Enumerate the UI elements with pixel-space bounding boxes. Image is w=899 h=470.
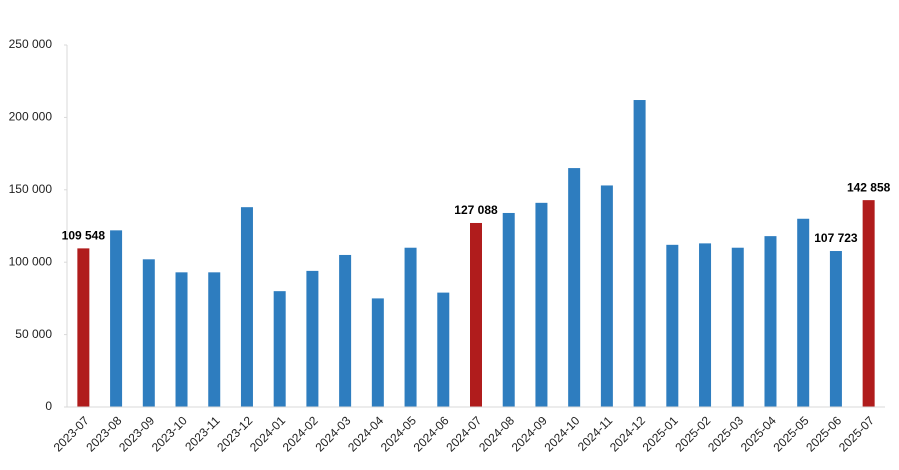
x-tick-label: 2025-07 [836,413,877,454]
value-label: 109 548 [62,229,106,243]
x-tick-label: 2024-10 [541,413,582,454]
bar [699,243,712,407]
bar [797,218,810,407]
y-tick-label: 200 000 [9,110,53,124]
value-label: 107 723 [814,231,858,245]
value-label: 127 088 [454,203,498,217]
y-tick-label: 100 000 [9,254,53,268]
x-tick-label: 2023-10 [149,413,190,454]
y-tick-label: 0 [45,399,52,413]
bar [502,212,515,407]
bar [142,259,155,407]
bar [568,168,581,407]
bar [77,248,90,407]
bar [339,254,352,407]
bar [437,292,450,407]
y-tick-label: 50 000 [15,327,52,341]
bar [862,200,875,407]
bar [306,270,319,407]
bar [371,298,384,407]
bar [829,251,842,407]
bar [764,236,777,407]
value-label: 142 858 [847,180,891,194]
bar [600,185,613,407]
bar [633,100,646,408]
bar [240,207,253,407]
y-tick-label: 250 000 [9,37,53,51]
bar [175,272,188,407]
bar [666,244,679,407]
bar [273,291,286,407]
bar [208,272,221,407]
bar [470,222,482,407]
bar [535,202,548,407]
bar [110,230,123,407]
bar [404,247,417,407]
y-tick-label: 150 000 [9,182,53,196]
bar [731,247,744,407]
